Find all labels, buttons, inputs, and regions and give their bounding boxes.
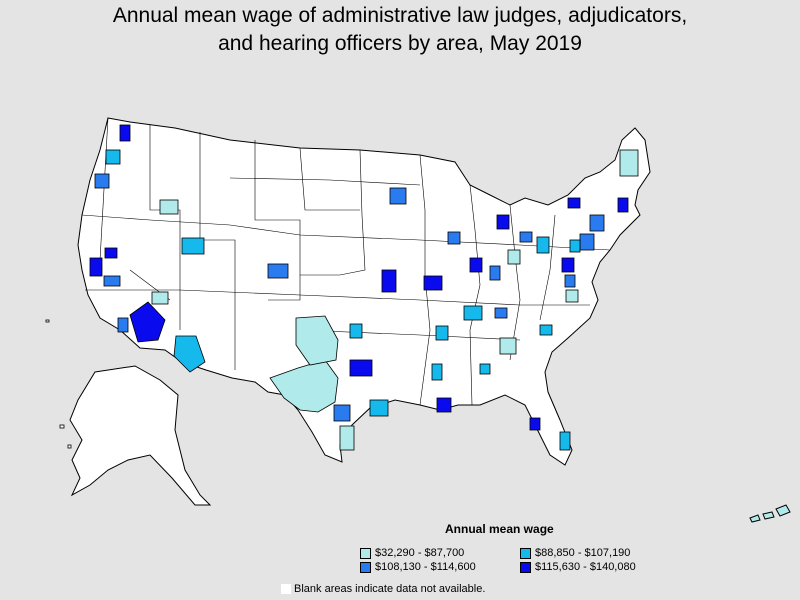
legend-label-4: $115,630 - $140,080	[535, 561, 636, 573]
legend-label-3: $108,130 - $114,600	[375, 561, 476, 573]
map-title-line1: Annual mean wage of administrative law j…	[112, 4, 688, 27]
area-jackson	[431, 363, 443, 381]
area-maine	[619, 149, 639, 177]
legend-swatch-4	[520, 561, 531, 573]
alaska-outline	[69, 365, 212, 506]
area-dallas	[349, 359, 373, 377]
legend-swatch-2	[520, 547, 531, 559]
area-new-york	[589, 214, 605, 232]
area-wv	[507, 249, 521, 265]
blank-swatch	[281, 584, 291, 594]
area-kansas-city	[381, 269, 397, 293]
area-virginia	[565, 289, 579, 303]
area-memphis	[435, 325, 449, 341]
area-washington-dc	[561, 257, 575, 273]
legend-item-1: $32,290 - $87,700	[360, 547, 464, 559]
area-columbus	[489, 265, 501, 281]
blank-areas-note-text: Blank areas indicate data not available.	[294, 583, 486, 595]
area-chicago	[496, 214, 510, 230]
area-los-angeles	[129, 301, 166, 343]
area-oklahoma	[349, 323, 363, 339]
area-portland	[94, 173, 110, 189]
hawaii-islands	[749, 504, 791, 523]
area-south-texas	[339, 425, 355, 451]
blank-areas-note: Blank areas indicate data not available.	[281, 583, 485, 595]
legend-item-4: $115,630 - $140,080	[520, 561, 636, 573]
area-miami	[559, 431, 571, 451]
area-detroit	[536, 236, 550, 254]
area-houston	[369, 399, 389, 417]
legend-title: Annual mean wage	[445, 522, 554, 536]
coastal-islands	[45, 319, 72, 449]
legend-label-1: $32,290 - $87,700	[375, 547, 465, 559]
area-kentucky	[499, 337, 517, 355]
area-north-texas	[295, 315, 339, 366]
metro-areas	[89, 124, 639, 451]
area-charleston	[539, 324, 553, 336]
area-madison	[447, 231, 461, 245]
area-minneapolis	[389, 187, 407, 205]
map-title-line2: and hearing officers by area, May 2019	[218, 32, 582, 55]
area-tampa	[529, 417, 541, 431]
area-st-louis	[423, 275, 443, 291]
area-san-francisco	[89, 257, 103, 277]
area-philadelphia	[579, 233, 595, 251]
area-new-orleans	[436, 397, 452, 413]
area-sacramento	[104, 247, 118, 259]
area-seattle	[119, 124, 131, 142]
area-san-diego	[117, 317, 129, 333]
area-pittsburgh	[519, 231, 533, 243]
area-boise	[159, 199, 179, 215]
area-nashville	[494, 307, 508, 319]
area-mobile	[479, 363, 491, 375]
legend-item-3: $108,130 - $114,600	[360, 561, 476, 573]
area-las-vegas	[151, 291, 169, 305]
area-baltimore	[569, 239, 581, 253]
area-richmond	[564, 274, 576, 288]
area-phoenix	[173, 335, 206, 373]
area-eugene	[105, 149, 121, 165]
area-west-texas	[269, 359, 339, 413]
legend-item-2: $88,850 - $107,190	[520, 547, 630, 559]
area-boundaries	[81, 117, 611, 421]
legend-label-2: $88,850 - $107,190	[535, 547, 631, 559]
area-denver	[181, 237, 205, 255]
area-boston	[617, 197, 629, 213]
area-san-antonio	[333, 404, 351, 422]
area-salt-lake	[267, 263, 289, 279]
legend-swatch-1	[360, 547, 371, 559]
area-albany	[567, 197, 581, 209]
area-indianapolis	[469, 257, 483, 273]
area-cincinnati	[463, 305, 483, 321]
area-san-jose	[103, 275, 121, 287]
map-title: Annual mean wage of administrative law j…	[0, 2, 800, 58]
legend-swatch-3	[360, 561, 371, 573]
